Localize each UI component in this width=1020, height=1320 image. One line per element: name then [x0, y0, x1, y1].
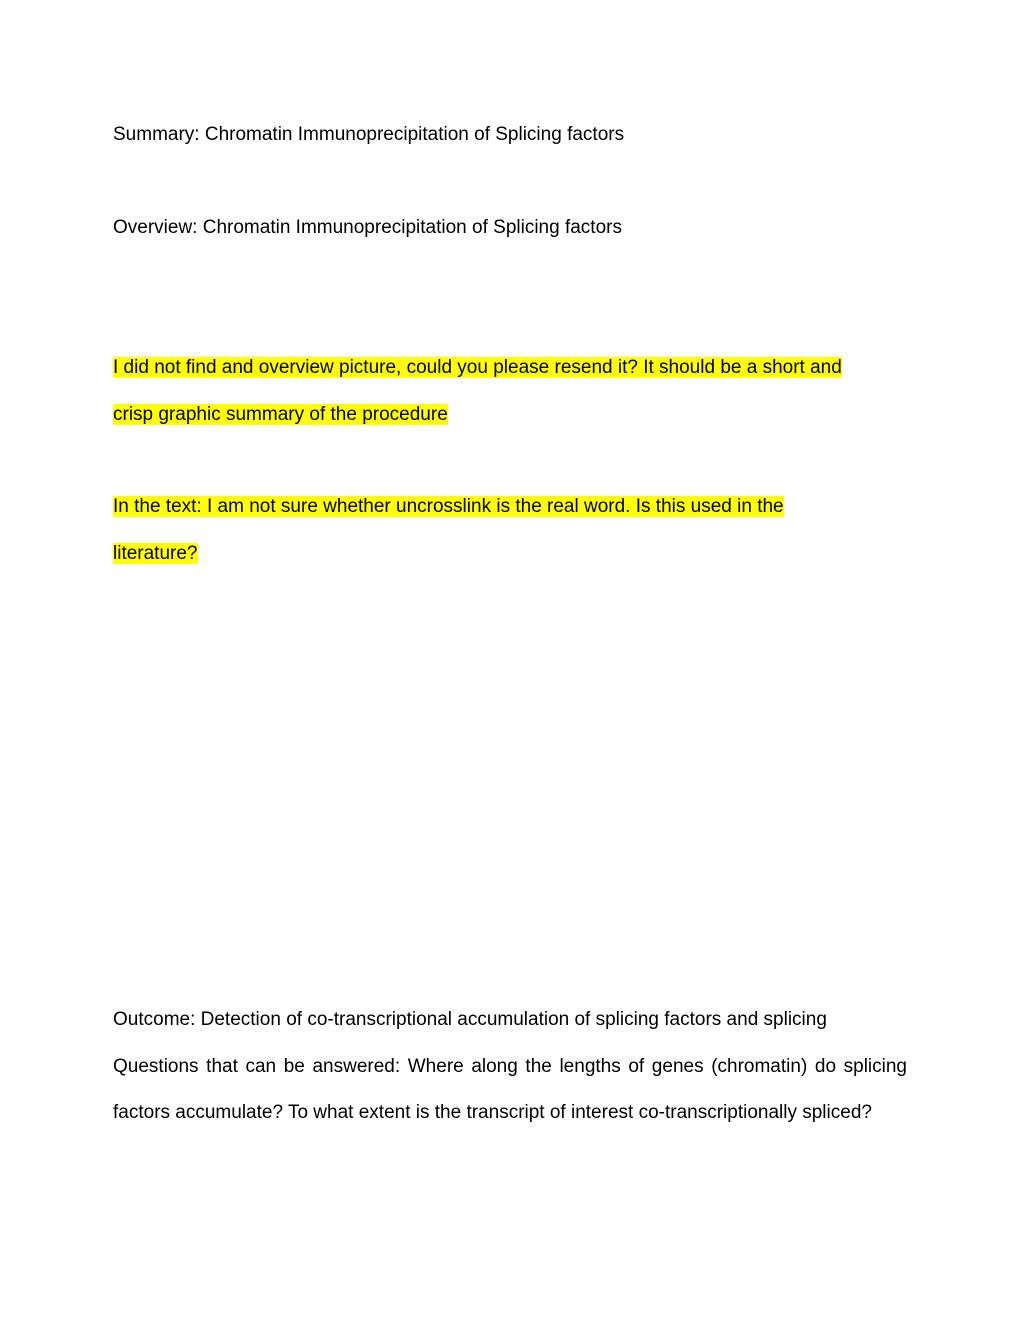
highlighted-text: In the text: I am not sure whether uncro… — [113, 496, 784, 517]
reviewer-note-1: I did not find and overview picture, cou… — [113, 345, 907, 438]
spacer — [113, 159, 907, 205]
spacer — [113, 577, 907, 997]
outcome-line: Outcome: Detection of co-transcriptional… — [113, 997, 907, 1044]
spacer — [113, 251, 907, 345]
summary-heading: Summary: Chromatin Immunoprecipitation o… — [113, 112, 907, 159]
highlighted-text: literature? — [113, 543, 198, 564]
questions-paragraph: Questions that can be answered: Where al… — [113, 1044, 907, 1137]
highlighted-text: I did not find and overview picture, cou… — [113, 357, 842, 378]
overview-heading: Overview: Chromatin Immunoprecipitation … — [113, 205, 907, 252]
reviewer-note-2: In the text: I am not sure whether uncro… — [113, 484, 907, 577]
highlighted-text: crisp graphic summary of the procedure — [113, 404, 448, 425]
spacer — [113, 438, 907, 484]
